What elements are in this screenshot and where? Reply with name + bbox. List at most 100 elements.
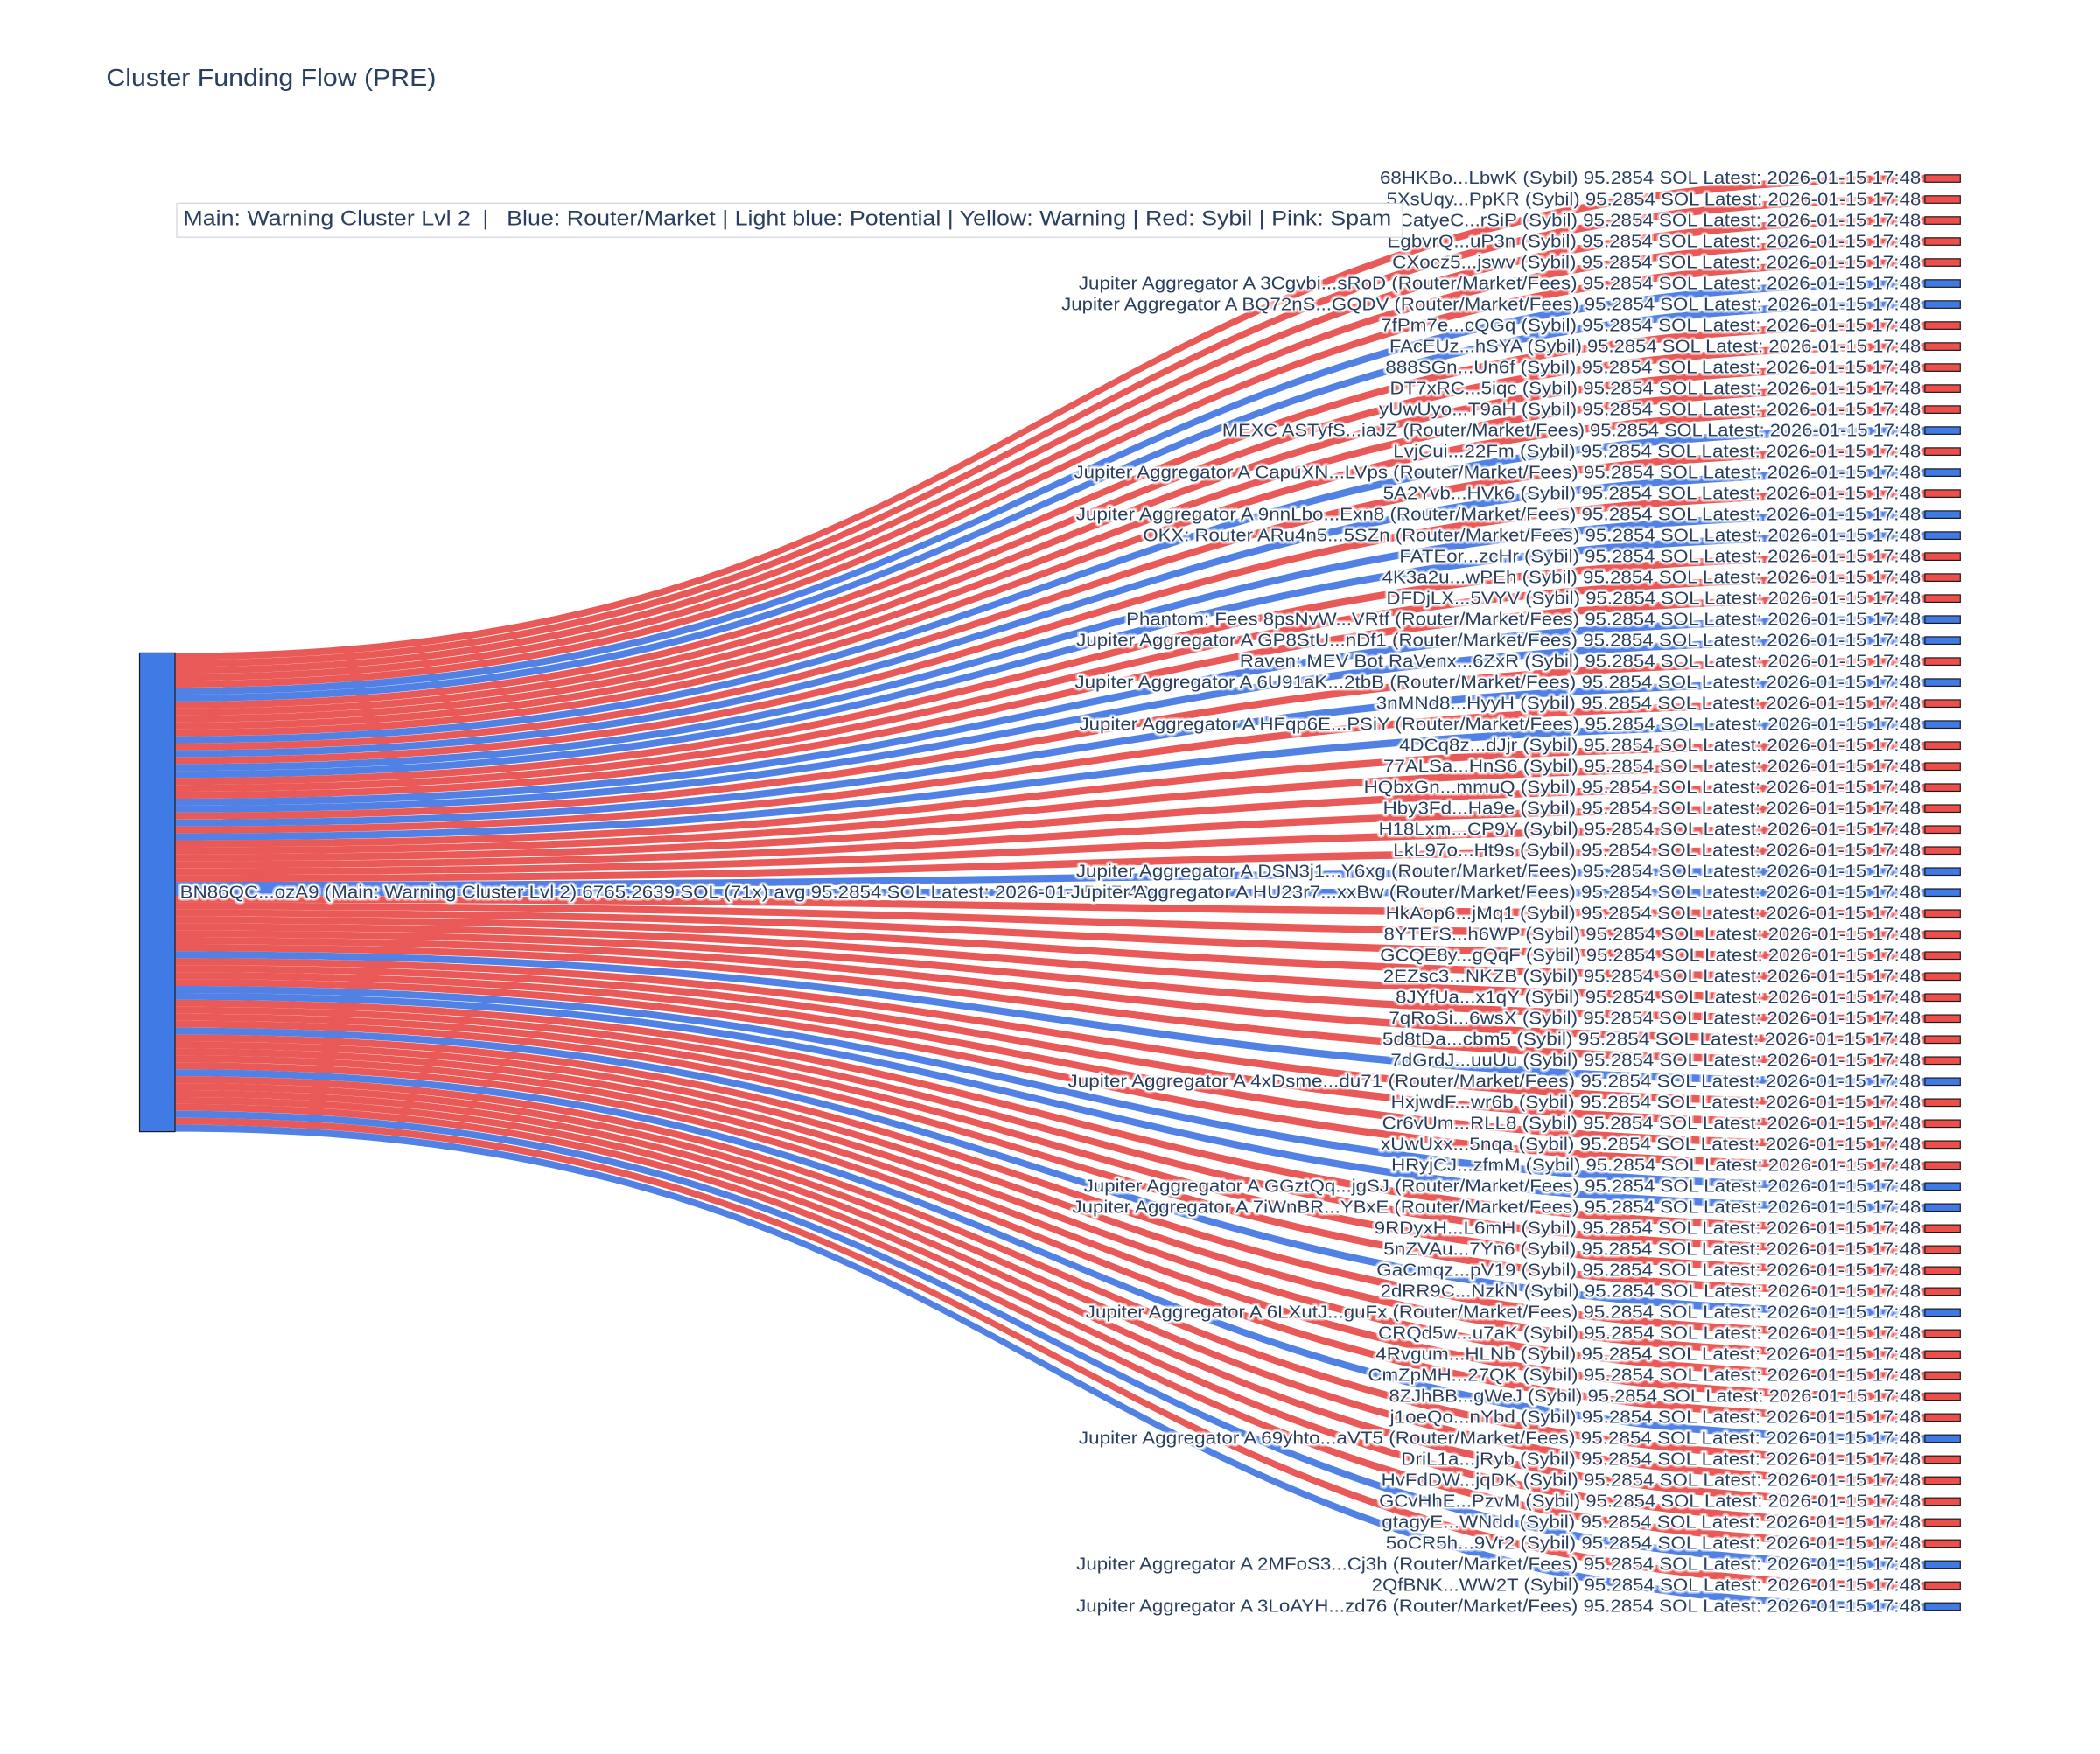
svg-text:DriL1a...jRyb (Sybil) 95.2854: DriL1a...jRyb (Sybil) 95.2854 SOL Latest… xyxy=(1401,1450,1921,1470)
svg-text:Raven: MEV Bot RaVenx...6ZxR (: Raven: MEV Bot RaVenx...6ZxR (Sybil) 95.… xyxy=(1240,652,1921,671)
svg-text:5A2Yvb...HVk6 (Sybil) 95.2854: 5A2Yvb...HVk6 (Sybil) 95.2854 SOL Latest… xyxy=(1383,484,1922,503)
svg-text:4K3a2u...wPEh (Sybil) 95.2854: 4K3a2u...wPEh (Sybil) 95.2854 SOL Latest… xyxy=(1382,568,1922,587)
svg-text:Jupiter Aggregator A HFqp6E...: Jupiter Aggregator A HFqp6E...PSiY (Rout… xyxy=(1080,715,1922,734)
svg-text:Main: Warning Cluster Lvl 2 |: Main: Warning Cluster Lvl 2 | Blue: Rout… xyxy=(183,207,1391,231)
svg-text:yUwUyo...T9aH (Sybil) 95.2854: yUwUyo...T9aH (Sybil) 95.2854 SOL Latest… xyxy=(1379,400,1921,419)
svg-text:EgbvrQ...uP3n (Sybil) 95.2854: EgbvrQ...uP3n (Sybil) 95.2854 SOL Latest… xyxy=(1388,232,1922,251)
svg-text:OKX: Router ARu4n5...5SZn (Rou: OKX: Router ARu4n5...5SZn (Router/Market… xyxy=(1143,526,1921,545)
svg-text:5XsUqy...PpKR (Sybil) 95.2854: 5XsUqy...PpKR (Sybil) 95.2854 SOL Latest… xyxy=(1387,190,1922,209)
svg-text:2dRR9C...NzkN (Sybil) 95.2854: 2dRR9C...NzkN (Sybil) 95.2854 SOL Latest… xyxy=(1381,1282,1922,1302)
svg-text:CmZpMH...27QK (Sybil) 95.2854: CmZpMH...27QK (Sybil) 95.2854 SOL Latest… xyxy=(1368,1366,1921,1386)
svg-text:Jupiter Aggregator A 3Cgvbi...: Jupiter Aggregator A 3Cgvbi...sRoD (Rout… xyxy=(1079,274,1921,293)
svg-text:DT7xRC...5iqc (Sybil) 95.2854: DT7xRC...5iqc (Sybil) 95.2854 SOL Latest… xyxy=(1390,379,1922,398)
svg-text:5d8tDa...cbm5 (Sybil) 95.2854: 5d8tDa...cbm5 (Sybil) 95.2854 SOL Latest… xyxy=(1382,1031,1921,1050)
svg-text:5oCR5h...9Vr2 (Sybil) 95.2854: 5oCR5h...9Vr2 (Sybil) 95.2854 SOL Latest… xyxy=(1386,1534,1921,1554)
svg-text:Jupiter Aggregator A GGztQq...: Jupiter Aggregator A GGztQq...jgSJ (Rout… xyxy=(1084,1177,1922,1197)
svg-text:8YTErS...h6WP (Sybil) 95.2854: 8YTErS...h6WP (Sybil) 95.2854 SOL Latest… xyxy=(1384,926,1922,945)
svg-text:5oCR5h...9Vr2 (Sybil) 95.2854: 5oCR5h...9Vr2 (Sybil) 95.2854 SOL Latest… xyxy=(1386,1534,1921,1554)
svg-text:Jupiter Aggregator A GGztQq...: Jupiter Aggregator A GGztQq...jgSJ (Rout… xyxy=(1084,1177,1922,1197)
svg-text:7fPm7e...cQGq (Sybil) 95.2854: 7fPm7e...cQGq (Sybil) 95.2854 SOL Latest… xyxy=(1381,316,1921,335)
svg-text:HxjwdF...wr6b (Sybil) 95.2854: HxjwdF...wr6b (Sybil) 95.2854 SOL Latest… xyxy=(1391,1094,1922,1113)
svg-text:HvFdDW...jqDK (Sybil) 95.2854: HvFdDW...jqDK (Sybil) 95.2854 SOL Latest… xyxy=(1382,1471,1922,1491)
svg-text:5A2Yvb...HVk6 (Sybil) 95.2854: 5A2Yvb...HVk6 (Sybil) 95.2854 SOL Latest… xyxy=(1383,484,1922,503)
svg-text:DriL1a...jRyb (Sybil) 95.2854: DriL1a...jRyb (Sybil) 95.2854 SOL Latest… xyxy=(1401,1450,1921,1470)
svg-text:CatyeC...rSiP (Sybil) 95.2854: CatyeC...rSiP (Sybil) 95.2854 SOL Latest… xyxy=(1399,211,1922,230)
svg-text:Jupiter Aggregator A 4xDsme...: Jupiter Aggregator A 4xDsme...du71 (Rout… xyxy=(1068,1073,1922,1092)
svg-text:Jupiter Aggregator A 7iWnBR...: Jupiter Aggregator A 7iWnBR...YBxE (Rout… xyxy=(1073,1198,1922,1218)
svg-text:7dGrdJ...uuUu (Sybil) 95.2854: 7dGrdJ...uuUu (Sybil) 95.2854 SOL Latest… xyxy=(1390,1052,1921,1071)
svg-text:HkAop6...jMq1 (Sybil) 95.2854: HkAop6...jMq1 (Sybil) 95.2854 SOL Latest… xyxy=(1386,905,1922,924)
svg-text:Jupiter Aggregator A GP8StU...: Jupiter Aggregator A GP8StU...nDf1 (Rout… xyxy=(1076,631,1921,650)
svg-text:CatyeC...rSiP (Sybil) 95.2854: CatyeC...rSiP (Sybil) 95.2854 SOL Latest… xyxy=(1399,211,1922,230)
svg-text:5nZVAu...7Yn6 (Sybil) 95.2854: 5nZVAu...7Yn6 (Sybil) 95.2854 SOL Latest… xyxy=(1383,1240,1921,1260)
svg-text:CmZpMH...27QK (Sybil) 95.2854: CmZpMH...27QK (Sybil) 95.2854 SOL Latest… xyxy=(1368,1366,1921,1386)
svg-text:FAcEUz...hSYA (Sybil) 95.2854: FAcEUz...hSYA (Sybil) 95.2854 SOL Latest… xyxy=(1390,337,1921,356)
svg-text:Jupiter Aggregator A HU23r7...: Jupiter Aggregator A HU23r7...xxBw (Rout… xyxy=(1071,884,1922,903)
svg-text:7qRoSi...6wsX (Sybil) 95.2854: 7qRoSi...6wsX (Sybil) 95.2854 SOL Latest… xyxy=(1389,1010,1921,1029)
svg-text:CRQd5w...u7aK (Sybil) 95.2854: CRQd5w...u7aK (Sybil) 95.2854 SOL Latest… xyxy=(1378,1324,1921,1344)
svg-text:Jupiter Aggregator A 69yhto...: Jupiter Aggregator A 69yhto...aVT5 (Rout… xyxy=(1079,1429,1921,1449)
svg-text:gtagyE...WNdd (Sybil) 95.2854: gtagyE...WNdd (Sybil) 95.2854 SOL Latest… xyxy=(1382,1513,1921,1533)
svg-text:Jupiter Aggregator A 2MFoS3...: Jupiter Aggregator A 2MFoS3...Cj3h (Rout… xyxy=(1076,1555,1921,1575)
svg-text:77ALSa...HnS6 (Sybil) 95.2854: 77ALSa...HnS6 (Sybil) 95.2854 SOL Latest… xyxy=(1383,757,1921,776)
svg-text:HRyjCJ...zfmM (Sybil) 95.2854: HRyjCJ...zfmM (Sybil) 95.2854 SOL Latest… xyxy=(1391,1157,1921,1176)
svg-text:Jupiter Aggregator A 2MFoS3...: Jupiter Aggregator A 2MFoS3...Cj3h (Rout… xyxy=(1076,1555,1921,1575)
svg-text:Jupiter Aggregator A CapuXN...: Jupiter Aggregator A CapuXN...LVps (Rout… xyxy=(1074,463,1922,482)
svg-text:xUwUxx...5nqa (Sybil) 95.2854: xUwUxx...5nqa (Sybil) 95.2854 SOL Latest… xyxy=(1381,1136,1921,1155)
svg-text:DFDjLX...5VYV (Sybil) 95.2854: DFDjLX...5VYV (Sybil) 95.2854 SOL Latest… xyxy=(1387,589,1922,608)
svg-text:Hby3Fd...Ha9e (Sybil) 95.2854: Hby3Fd...Ha9e (Sybil) 95.2854 SOL Latest… xyxy=(1383,799,1922,818)
svg-text:2EZsc3...NKZB (Sybil) 95.2854: 2EZsc3...NKZB (Sybil) 95.2854 SOL Latest… xyxy=(1383,968,1922,987)
svg-text:OKX: Router ARu4n5...5SZn (Rou: OKX: Router ARu4n5...5SZn (Router/Market… xyxy=(1143,526,1921,545)
svg-text:xUwUxx...5nqa (Sybil) 95.2854: xUwUxx...5nqa (Sybil) 95.2854 SOL Latest… xyxy=(1381,1136,1921,1155)
svg-text:8YTErS...h6WP (Sybil) 95.2854: 8YTErS...h6WP (Sybil) 95.2854 SOL Latest… xyxy=(1384,926,1922,945)
svg-text:FATEor...zcHr (Sybil) 95.2854: FATEor...zcHr (Sybil) 95.2854 SOL Latest… xyxy=(1399,547,1921,566)
svg-text:GaCmqz...pV19 (Sybil) 95.2854: GaCmqz...pV19 (Sybil) 95.2854 SOL Latest… xyxy=(1376,1261,1921,1281)
svg-text:9RDyxH...L6mH (Sybil) 95.2854: 9RDyxH...L6mH (Sybil) 95.2854 SOL Latest… xyxy=(1375,1219,1922,1239)
svg-text:MEXC ASTyfS...iaJZ (Router/Mar: MEXC ASTyfS...iaJZ (Router/Market/Fees) … xyxy=(1222,421,1921,440)
svg-text:j1oeQo...nYbd (Sybil) 95.2854: j1oeQo...nYbd (Sybil) 95.2854 SOL Latest… xyxy=(1390,1408,1922,1428)
svg-text:Jupiter Aggregator A HFqp6E...: Jupiter Aggregator A HFqp6E...PSiY (Rout… xyxy=(1080,715,1922,734)
svg-text:Jupiter Aggregator A BQ72nS...: Jupiter Aggregator A BQ72nS...GQDV (Rout… xyxy=(1061,295,1921,314)
svg-text:68HKBo...LbwK (Sybil) 95.2854: 68HKBo...LbwK (Sybil) 95.2854 SOL Latest… xyxy=(1380,169,1921,188)
svg-text:Jupiter Aggregator A 3LoAYH...: Jupiter Aggregator A 3LoAYH...zd76 (Rout… xyxy=(1076,1597,1921,1617)
svg-text:5d8tDa...cbm5 (Sybil) 95.2854: 5d8tDa...cbm5 (Sybil) 95.2854 SOL Latest… xyxy=(1382,1031,1921,1050)
svg-text:8ZJhBB...gWeJ (Sybil) 95.2854: 8ZJhBB...gWeJ (Sybil) 95.2854 SOL Latest… xyxy=(1390,1387,1922,1407)
svg-text:Jupiter Aggregator A 6LXutJ...: Jupiter Aggregator A 6LXutJ...guFx (Rout… xyxy=(1086,1303,1922,1323)
svg-text:8JYfUa...x1qY (Sybil) 95.2854: 8JYfUa...x1qY (Sybil) 95.2854 SOL Latest… xyxy=(1396,989,1921,1008)
svg-text:4Rvgum...HLNb (Sybil) 95.2854: 4Rvgum...HLNb (Sybil) 95.2854 SOL Latest… xyxy=(1376,1345,1921,1365)
svg-text:3nMNd8...HyyH (Sybil) 95.2854: 3nMNd8...HyyH (Sybil) 95.2854 SOL Latest… xyxy=(1376,694,1922,713)
svg-text:4DCq8z...dJjr (Sybil) 95.2854: 4DCq8z...dJjr (Sybil) 95.2854 SOL Latest… xyxy=(1399,736,1921,755)
svg-text:68HKBo...LbwK (Sybil) 95.2854: 68HKBo...LbwK (Sybil) 95.2854 SOL Latest… xyxy=(1380,169,1921,188)
svg-text:Hby3Fd...Ha9e (Sybil) 95.2854: Hby3Fd...Ha9e (Sybil) 95.2854 SOL Latest… xyxy=(1383,799,1922,818)
svg-text:Jupiter Aggregator A DSN3j1...: Jupiter Aggregator A DSN3j1...Y6xg (Rout… xyxy=(1076,862,1921,881)
svg-text:4Rvgum...HLNb (Sybil) 95.2854: 4Rvgum...HLNb (Sybil) 95.2854 SOL Latest… xyxy=(1376,1345,1921,1365)
svg-text:4K3a2u...wPEh (Sybil) 95.2854: 4K3a2u...wPEh (Sybil) 95.2854 SOL Latest… xyxy=(1382,568,1922,587)
svg-text:Jupiter Aggregator A 6U91aK...: Jupiter Aggregator A 6U91aK...2tbB (Rout… xyxy=(1074,673,1921,692)
svg-text:H18Lxm...CP9Y (Sybil) 95.2854: H18Lxm...CP9Y (Sybil) 95.2854 SOL Latest… xyxy=(1379,820,1922,839)
svg-text:LvjCui...22Fm (Sybil) 95.2854: LvjCui...22Fm (Sybil) 95.2854 SOL Latest… xyxy=(1393,442,1921,461)
svg-text:CXocz5...jswv (Sybil) 95.2854: CXocz5...jswv (Sybil) 95.2854 SOL Latest… xyxy=(1392,253,1921,272)
svg-text:Jupiter Aggregator A 4xDsme...: Jupiter Aggregator A 4xDsme...du71 (Rout… xyxy=(1068,1073,1922,1092)
svg-text:Jupiter Aggregator A 9nnLbo...: Jupiter Aggregator A 9nnLbo...Exn8 (Rout… xyxy=(1076,505,1922,524)
svg-text:LkL97o...Ht9s (Sybil) 95.2854: LkL97o...Ht9s (Sybil) 95.2854 SOL Latest… xyxy=(1393,841,1921,860)
svg-text:Jupiter Aggregator A BQ72nS...: Jupiter Aggregator A BQ72nS...GQDV (Rout… xyxy=(1061,295,1921,314)
svg-text:Jupiter Aggregator A 69yhto...: Jupiter Aggregator A 69yhto...aVT5 (Rout… xyxy=(1079,1429,1921,1449)
svg-text:Cluster Funding Flow (PRE): Cluster Funding Flow (PRE) xyxy=(106,64,436,91)
svg-text:5nZVAu...7Yn6 (Sybil) 95.2854: 5nZVAu...7Yn6 (Sybil) 95.2854 SOL Latest… xyxy=(1383,1240,1921,1260)
svg-text:Jupiter Aggregator A 3LoAYH...: Jupiter Aggregator A 3LoAYH...zd76 (Rout… xyxy=(1076,1597,1921,1617)
svg-text:CRQd5w...u7aK (Sybil) 95.2854: CRQd5w...u7aK (Sybil) 95.2854 SOL Latest… xyxy=(1378,1324,1921,1344)
svg-text:Jupiter Aggregator A 6U91aK...: Jupiter Aggregator A 6U91aK...2tbB (Rout… xyxy=(1074,673,1921,692)
svg-text:FAcEUz...hSYA (Sybil) 95.2854: FAcEUz...hSYA (Sybil) 95.2854 SOL Latest… xyxy=(1390,337,1921,356)
svg-text:5XsUqy...PpKR (Sybil) 95.2854: 5XsUqy...PpKR (Sybil) 95.2854 SOL Latest… xyxy=(1387,190,1922,209)
svg-text:MEXC ASTyfS...iaJZ (Router/Mar: MEXC ASTyfS...iaJZ (Router/Market/Fees) … xyxy=(1222,421,1921,440)
svg-text:888SGn...Un6f (Sybil) 95.2854: 888SGn...Un6f (Sybil) 95.2854 SOL Latest… xyxy=(1385,358,1921,377)
svg-text:2QfBNK...WW2T (Sybil) 95.2854: 2QfBNK...WW2T (Sybil) 95.2854 SOL Latest… xyxy=(1372,1576,1922,1596)
svg-text:7qRoSi...6wsX (Sybil) 95.2854: 7qRoSi...6wsX (Sybil) 95.2854 SOL Latest… xyxy=(1389,1010,1921,1029)
svg-text:2QfBNK...WW2T (Sybil) 95.2854: 2QfBNK...WW2T (Sybil) 95.2854 SOL Latest… xyxy=(1372,1576,1922,1596)
svg-text:gtagyE...WNdd (Sybil) 95.2854: gtagyE...WNdd (Sybil) 95.2854 SOL Latest… xyxy=(1382,1513,1921,1533)
svg-text:Cr6vUm...RLL8 (Sybil) 95.2854: Cr6vUm...RLL8 (Sybil) 95.2854 SOL Latest… xyxy=(1382,1115,1922,1134)
svg-text:HvFdDW...jqDK (Sybil) 95.2854: HvFdDW...jqDK (Sybil) 95.2854 SOL Latest… xyxy=(1382,1471,1922,1491)
svg-text:HRyjCJ...zfmM (Sybil) 95.2854: HRyjCJ...zfmM (Sybil) 95.2854 SOL Latest… xyxy=(1391,1157,1921,1176)
svg-text:2dRR9C...NzkN (Sybil) 95.2854: 2dRR9C...NzkN (Sybil) 95.2854 SOL Latest… xyxy=(1381,1282,1922,1302)
svg-text:Cr6vUm...RLL8 (Sybil) 95.2854: Cr6vUm...RLL8 (Sybil) 95.2854 SOL Latest… xyxy=(1382,1115,1922,1134)
